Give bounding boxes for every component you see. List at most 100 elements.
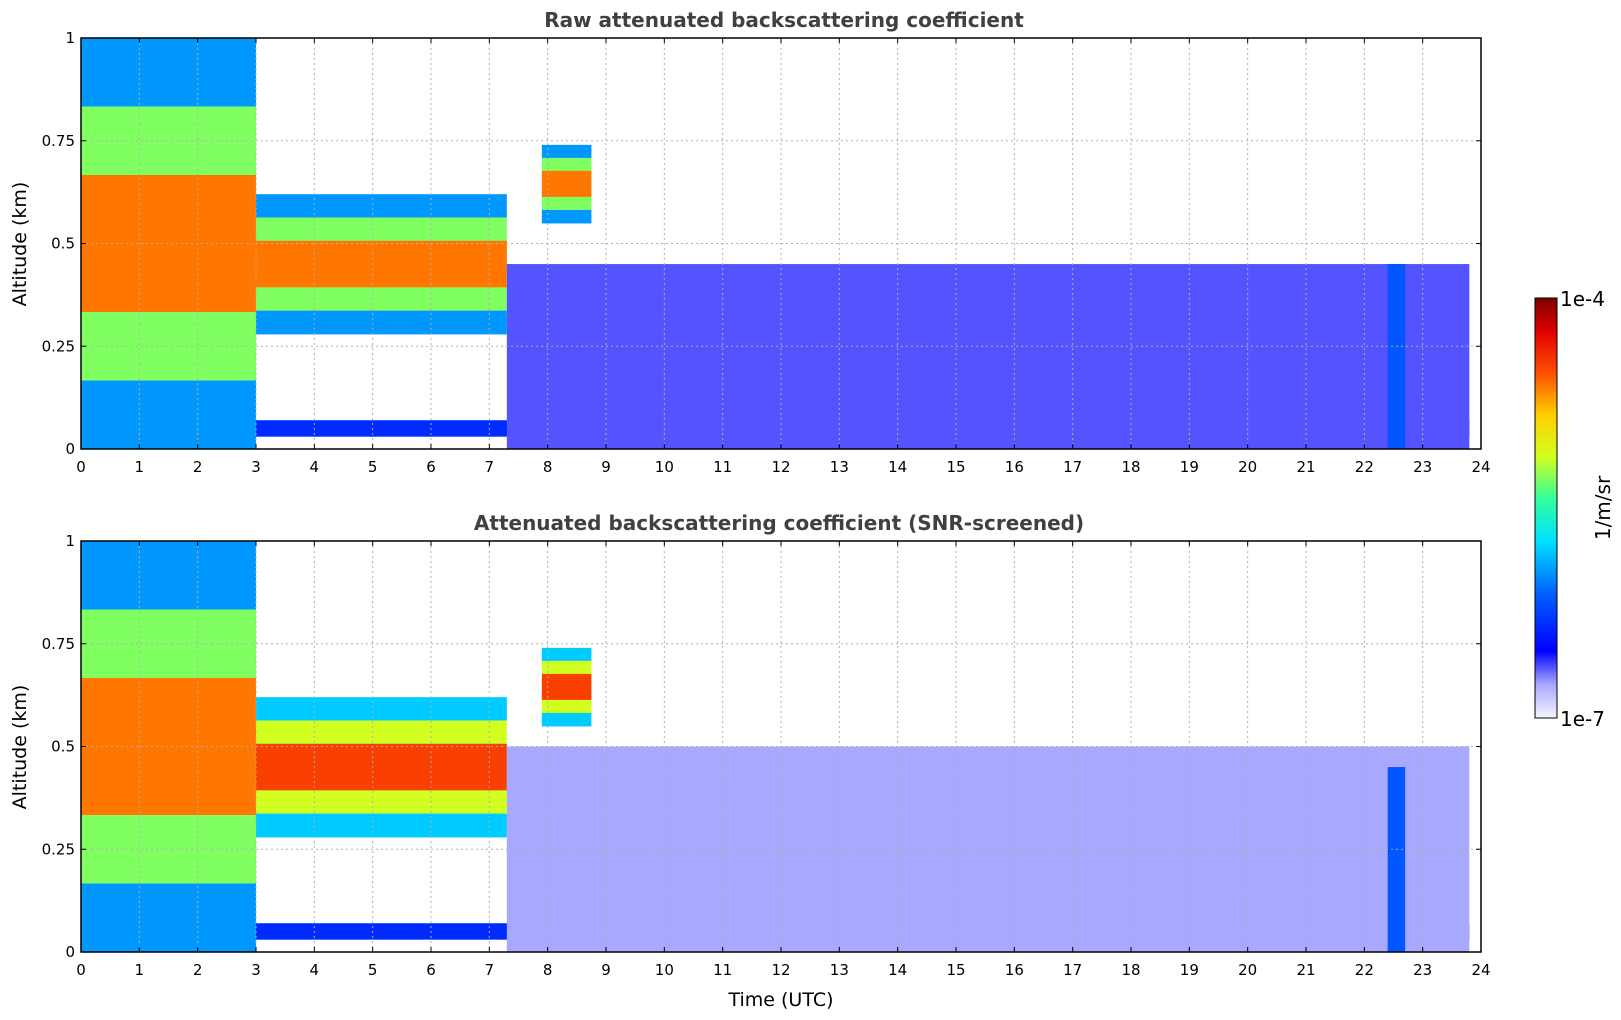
panel-raw-title: Raw attenuated backscattering coefficien… [544,8,1024,32]
x-tick-label: 8 [543,961,553,979]
heatmap-feature-2 [256,813,507,838]
panel-raw-grid [81,38,1481,449]
heatmap-feature-2 [256,720,507,745]
heatmap-feature-5 [1387,767,1406,952]
x-tick-label: 11 [713,961,732,979]
x-tick-label: 18 [1121,458,1140,476]
heatmap-feature-4 [506,264,1470,449]
y-tick-label: 1 [65,532,75,550]
heatmap-feature-1 [81,678,256,747]
heatmap-feature-2 [256,240,507,265]
heatmap-feature-2 [256,264,507,288]
heatmap-feature-3 [541,686,592,701]
x-tick-label: 13 [830,961,849,979]
heatmap-feature-3 [541,660,592,675]
heatmap-feature-1 [81,380,256,450]
x-tick-label: 20 [1238,961,1257,979]
heatmap-feature-3 [541,144,592,159]
x-tick-label: 21 [1296,961,1315,979]
x-tick-label: 14 [888,458,907,476]
heatmap-feature-1 [81,541,256,610]
panel-raw: Raw attenuated backscattering coefficien… [9,8,1491,476]
heatmap-feature-3 [541,196,592,211]
y-tick-label: 0.25 [42,337,75,355]
heatmap-feature-1 [81,746,256,816]
x-tick-label: 21 [1296,458,1315,476]
heatmap-feature-2 [256,287,507,312]
x-tick-label: 16 [1005,458,1024,476]
colorbar: 1e-4 1e-7 1/m/sr [1534,287,1615,731]
x-tick-label: 15 [946,961,965,979]
x-tick-label: 14 [888,961,907,979]
y-tick-label: 0 [65,943,75,961]
x-tick-label: 13 [830,458,849,476]
x-tick-label: 17 [1063,961,1082,979]
heatmap-feature-2 [256,743,507,768]
x-tick-label: 23 [1413,458,1432,476]
x-tick-label: 17 [1063,458,1082,476]
heatmap-feature-2 [256,217,507,242]
x-tick-label: 24 [1471,961,1490,979]
x-tick-label: 2 [193,961,203,979]
x-tick-label: 4 [310,458,320,476]
heatmap-feature-2 [256,697,507,721]
y-tick-label: 0 [65,440,75,458]
panel-raw-y-ticks: 0 0.25 0.5 0.75 1 [42,29,1481,458]
x-tick-label: 9 [601,961,611,979]
y-tick-label: 0.75 [42,132,75,150]
x-tick-label: 7 [485,458,495,476]
heatmap-feature-2 [256,790,507,815]
x-tick-label: 2 [193,458,203,476]
x-tick-label: 6 [426,961,436,979]
x-tick-label: 22 [1355,961,1374,979]
x-tick-label: 3 [251,458,261,476]
x-tick-label: 18 [1121,961,1140,979]
x-tick-label: 20 [1238,458,1257,476]
panel-screened-x-ticks: 0 1 2 3 4 5 6 7 8 9 10 11 12 13 14 15 16 17 18 19 20 21 22 23 24 [76,541,1491,979]
x-tick-label: 0 [76,961,86,979]
x-tick-label: 7 [485,961,495,979]
colorbar-max-label: 1e-4 [1560,287,1605,311]
heatmap-feature-2 [256,194,507,218]
panel-screened-ylabel: Altitude (km) [9,685,31,810]
x-tick-label: 10 [655,458,674,476]
colorbar-gradient [1534,297,1558,719]
heatmap-feature-3 [541,673,592,688]
heatmap-feature-1 [81,883,256,953]
x-tick-label: 22 [1355,458,1374,476]
y-tick-label: 0.5 [51,235,75,253]
x-tick-label: 0 [76,458,86,476]
x-tick-label: 11 [713,458,732,476]
heatmap-feature-5 [1387,264,1406,449]
heatmap-feature-3 [541,209,592,224]
x-tick-label: 9 [601,458,611,476]
heatmap-feature-3 [541,157,592,172]
y-tick-label: 0.75 [42,635,75,653]
x-tick-label: 5 [368,458,378,476]
y-tick-label: 0.5 [51,738,75,756]
panel-screened-y-ticks: 0 0.25 0.5 0.75 1 [42,532,1481,961]
heatmap-feature-3 [541,647,592,662]
heatmap-feature-2 [256,767,507,791]
x-tick-label: 23 [1413,961,1432,979]
panel-screened-xlabel: Time (UTC) [727,989,833,1011]
panel-raw-ylabel: Altitude (km) [9,182,31,307]
x-tick-label: 4 [310,961,320,979]
x-tick-label: 1 [135,961,145,979]
panel-screened: Attenuated backscattering coefficient (S… [9,511,1491,1011]
heatmap-feature-2 [256,310,507,335]
heatmap-feature-3 [541,699,592,714]
colorbar-min-label: 1e-7 [1560,707,1605,731]
x-tick-label: 10 [655,961,674,979]
x-tick-label: 19 [1180,961,1199,979]
x-tick-label: 24 [1471,458,1490,476]
heatmap-feature-3 [541,183,592,198]
heatmap-feature-1 [81,243,256,313]
x-tick-label: 12 [771,458,790,476]
y-tick-label: 1 [65,29,75,47]
panel-screened-title: Attenuated backscattering coefficient (S… [474,511,1084,535]
heatmap-feature-3 [541,170,592,185]
x-tick-label: 5 [368,961,378,979]
panel-raw-heatmap [81,38,1470,450]
colorbar-label: 1/m/sr [1591,475,1615,540]
